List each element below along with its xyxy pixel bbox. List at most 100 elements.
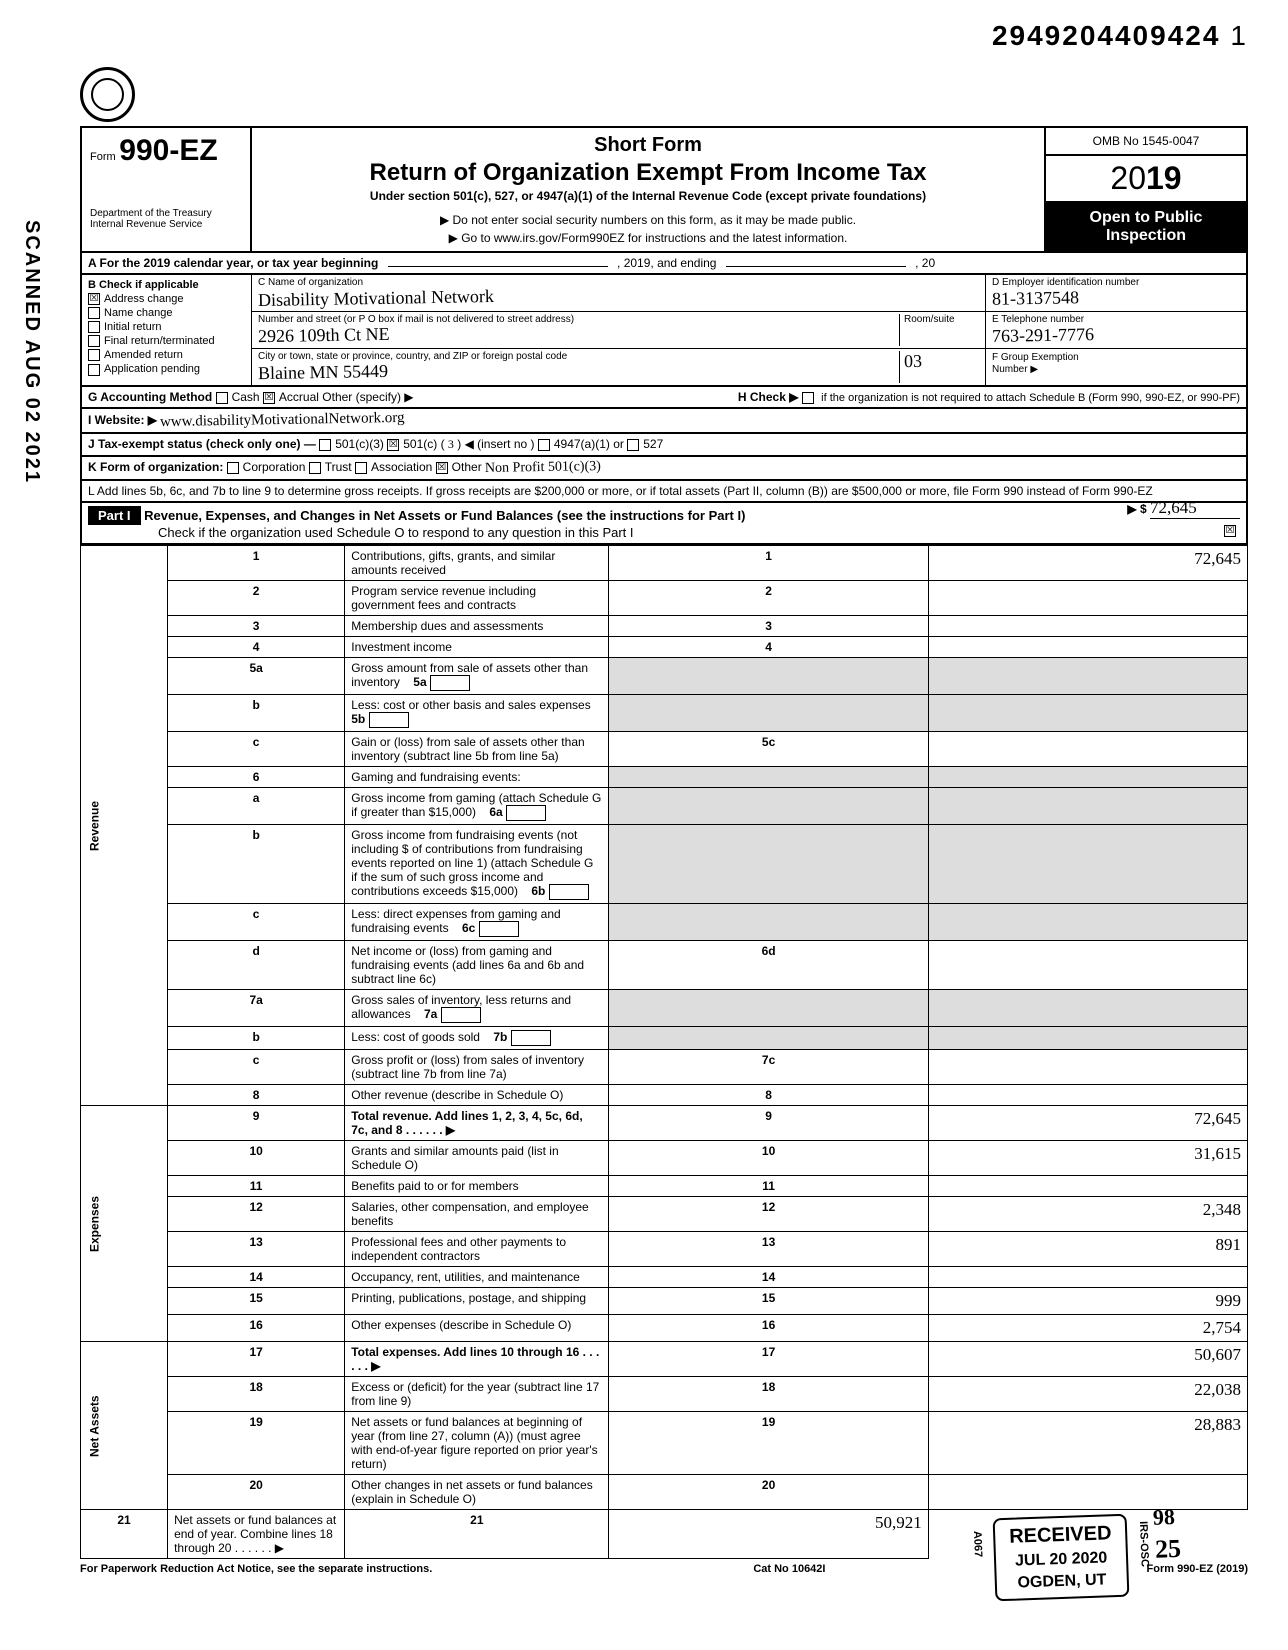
cash-checkbox[interactable] [216,392,228,404]
room-label: Room/suite [904,314,979,325]
line-value [928,637,1247,658]
line-number: c [168,1050,345,1085]
line-desc: Membership dues and assessments [345,616,609,637]
line-desc: Printing, publications, postage, and shi… [345,1288,609,1315]
colb-item: Name change [88,307,245,319]
city-label: City or town, state or province, country… [258,351,899,362]
line-number: 15 [168,1288,345,1315]
line-number: 12 [168,1197,345,1232]
line-row: 12Salaries, other compensation, and empl… [81,1197,1248,1232]
line-desc: Total revenue. Add lines 1, 2, 3, 4, 5c,… [345,1106,609,1141]
line-box-shaded [609,990,928,1027]
527-checkbox[interactable] [627,439,639,451]
line-value-shaded [928,825,1247,904]
inner-amount-box[interactable] [511,1030,551,1046]
line-number: 18 [168,1377,345,1412]
inner-amount-box[interactable] [479,921,519,937]
line-desc: Gross income from gaming (attach Schedul… [345,788,609,825]
line-value [928,1475,1247,1510]
inner-amount-box[interactable] [430,675,470,691]
line-value-shaded [928,904,1247,941]
line-number: 1 [168,546,345,581]
line-value: 2,348 [928,1197,1247,1232]
colb-checkbox[interactable] [88,364,100,376]
line-desc: Grants and similar amounts paid (list in… [345,1141,609,1176]
line-row: 18Excess or (deficit) for the year (subt… [81,1377,1248,1412]
corp-checkbox[interactable] [227,462,239,474]
page-number: 1 [1230,20,1248,51]
trust-checkbox[interactable] [309,462,321,474]
line-desc: Gain or (loss) from sale of assets other… [345,732,609,767]
line-value [928,1176,1247,1197]
line-row: Expenses9Total revenue. Add lines 1, 2, … [81,1106,1248,1141]
scanned-stamp: SCANNED AUG 02 2021 [20,220,43,484]
colb-checkbox[interactable]: ☒ [88,293,100,305]
schedule-o-checkbox[interactable]: ☒ [1224,525,1236,537]
line-box-number: 6d [609,941,928,990]
schedule-b-checkbox[interactable] [802,392,814,404]
ein-label: D Employer identification number [992,277,1240,288]
part-1-badge: Part I [88,506,141,525]
other-org-value: Non Profit 501(c)(3) [485,459,601,477]
line-desc: Investment income [345,637,609,658]
line-desc: Occupancy, rent, utilities, and maintena… [345,1267,609,1288]
row-g-accounting: G Accounting Method Cash ☒Accrual Other … [80,387,1248,409]
accrual-checkbox[interactable]: ☒ [263,392,275,404]
501c-checkbox[interactable]: ☒ [387,439,399,451]
line-row: bLess: cost of goods sold 7b [81,1027,1248,1050]
colb-item: Final return/terminated [88,335,245,347]
group-exempt-label2: Number ▶ [992,364,1038,375]
line-row: Net Assets17Total expenses. Add lines 10… [81,1342,1248,1377]
line-number: 21 [81,1510,168,1559]
line-box-number: 21 [345,1510,609,1559]
form-prefix: Form [90,151,116,163]
line-number: d [168,941,345,990]
form-number: 990-EZ [119,134,217,167]
line-number: 10 [168,1141,345,1176]
colb-checkbox[interactable] [88,349,100,361]
row-j-tax-status: J Tax-exempt status (check only one) — 5… [80,434,1248,457]
line-desc: Gross income from fundraising events (no… [345,825,609,904]
line-number: b [168,695,345,732]
row-i-website: I Website: ▶ www.disabilityMotivationalN… [80,409,1248,434]
colb-checkbox[interactable] [88,307,100,319]
line-row: 4Investment income4 [81,637,1248,658]
inner-amount-box[interactable] [549,884,589,900]
subtitle: Under section 501(c), 527, or 4947(a)(1)… [262,189,1034,203]
line-box-number: 17 [609,1342,928,1377]
line-desc: Professional fees and other payments to … [345,1232,609,1267]
section-label-expenses: Expenses [81,1106,168,1342]
street-value: 2926 109th Ct NE [258,324,390,347]
header-right-block: OMB No 1545-0047 2019 Open to Public Ins… [1046,128,1246,251]
line-value [928,581,1247,616]
col-c-org-info: C Name of organization Disability Motiva… [252,275,986,385]
line-desc: Less: cost or other basis and sales expe… [345,695,609,732]
line-value: 50,607 [928,1342,1247,1377]
line-row: 5aGross amount from sale of assets other… [81,658,1248,695]
line-value: 2,754 [928,1315,1247,1342]
colb-item: ☒Address change [88,293,245,305]
line-value: 72,645 [928,1106,1247,1141]
inner-amount-box[interactable] [369,712,409,728]
other-org-checkbox[interactable]: ☒ [436,462,448,474]
line-number: 8 [168,1085,345,1106]
line-desc: Gross sales of inventory, less returns a… [345,990,609,1027]
inner-amount-box[interactable] [441,1007,481,1023]
line-row: aGross income from gaming (attach Schedu… [81,788,1248,825]
line-value [928,1085,1247,1106]
line-box-shaded [609,695,928,732]
colb-checkbox[interactable] [88,335,100,347]
501c3-checkbox[interactable] [319,439,331,451]
line-row: cLess: direct expenses from gaming and f… [81,904,1248,941]
4947-checkbox[interactable] [538,439,550,451]
line-box-number: 16 [609,1315,928,1342]
colb-checkbox[interactable] [88,321,100,333]
inner-amount-box[interactable] [506,805,546,821]
line-desc: Contributions, gifts, grants, and simila… [345,546,609,581]
form-footer-id: Form 990-EZ (2019) [1147,1563,1248,1575]
line-row: 8Other revenue (describe in Schedule O)8 [81,1085,1248,1106]
line-desc: Total expenses. Add lines 10 through 16 … [345,1342,609,1377]
line-value-shaded [928,658,1247,695]
line-box-shaded [609,904,928,941]
assoc-checkbox[interactable] [355,462,367,474]
